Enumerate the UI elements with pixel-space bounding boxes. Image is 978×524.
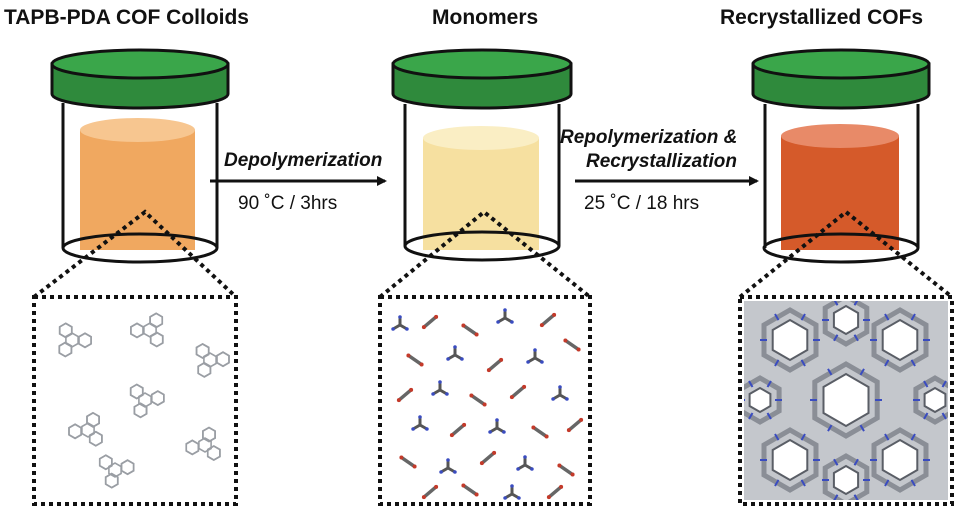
monomer-molecule (396, 387, 414, 403)
colloid-particle (129, 383, 165, 419)
step-depolymerization-conditions: 90 ˚C / 3hrs (238, 193, 338, 214)
vial-lid-top (50, 48, 230, 80)
monomer-molecule (503, 484, 521, 500)
colloid-particle (58, 322, 92, 358)
monomer-molecule (486, 357, 504, 373)
monomer-molecule (488, 418, 506, 434)
colloid-particle (130, 312, 164, 348)
vial-liquid-surface (80, 118, 195, 142)
monomer-molecule (563, 338, 581, 352)
vial-liquid-surface (423, 126, 539, 150)
vial-colloids (50, 48, 230, 264)
monomer-molecule (446, 345, 464, 361)
stage-title-monomers: Monomers (432, 6, 539, 29)
monomer-molecule (496, 308, 514, 324)
vial-lid-top (751, 48, 931, 80)
colloid-particle (185, 426, 221, 462)
stage-title-colloids: TAPB-PDA COF Colloids (4, 6, 249, 29)
monomer-molecule (516, 455, 534, 471)
monomer-molecule (449, 422, 467, 438)
vial-glass (763, 104, 920, 248)
vial-base (762, 232, 920, 264)
monomer-molecules (391, 308, 584, 500)
monomer-molecule (399, 455, 417, 469)
vial-liquid-surface (781, 124, 899, 148)
monomer-molecule (531, 425, 549, 439)
zoom-callouts (32, 209, 954, 506)
colloid-particle (98, 454, 135, 489)
vial-base (403, 230, 561, 262)
monomer-molecule (421, 314, 439, 330)
framework-pore (870, 307, 930, 373)
vial-liquid (781, 136, 899, 250)
monomer-molecule (546, 484, 564, 500)
step-recrystallization-label: Recrystallization (586, 151, 737, 172)
vial-glass (61, 103, 219, 248)
monomer-molecule (439, 458, 457, 474)
monomer-molecule (566, 417, 584, 433)
framework-pore (760, 427, 820, 493)
step-recrystallization-conditions: 25 ˚C / 18 hrs (584, 193, 700, 214)
monomer-molecule (509, 384, 527, 400)
zoom-lines-monomers (378, 209, 592, 299)
step-repolymerization-label: Repolymerization & (560, 127, 738, 148)
monomer-molecule (391, 315, 409, 331)
monomer-molecule (461, 323, 479, 337)
stage-title-recrystallized: Recrystallized COFs (720, 6, 924, 29)
framework-pore (822, 301, 870, 347)
monomer-molecule (551, 385, 569, 401)
colloid-particle (195, 342, 230, 378)
colloid-particles (58, 312, 230, 489)
zoom-box-monomers (378, 295, 592, 506)
monomer-molecule (421, 484, 439, 500)
zoom-lines-framework (738, 209, 954, 299)
framework-pore (744, 375, 782, 425)
vial-base (61, 232, 219, 264)
zoom-lines-colloids (32, 209, 238, 299)
monomer-molecule (406, 353, 424, 367)
vial-recrystallized (751, 48, 931, 264)
framework-pore (810, 361, 882, 439)
cof-framework (744, 301, 948, 500)
monomer-molecule (461, 483, 479, 497)
monomer-molecule (526, 348, 544, 364)
step-depolymerization-label: Depolymerization (224, 150, 383, 171)
zoom-box-framework (738, 295, 954, 506)
vial-liquid (80, 130, 195, 250)
framework-pore (870, 427, 930, 493)
monomer-molecule (557, 463, 575, 477)
vial-lid-top (391, 48, 573, 80)
framework-pore (913, 375, 948, 425)
framework-pore (822, 453, 870, 500)
monomer-molecule (411, 415, 429, 431)
colloid-particle (68, 411, 103, 447)
monomer-molecule (469, 393, 487, 407)
zoom-box-colloids (32, 295, 238, 506)
monomer-molecule (479, 450, 497, 466)
vial-glass (403, 104, 561, 246)
monomer-molecule (539, 312, 557, 328)
framework-pore (760, 307, 820, 373)
vial-monomers (391, 48, 573, 262)
monomer-molecule (431, 380, 449, 396)
